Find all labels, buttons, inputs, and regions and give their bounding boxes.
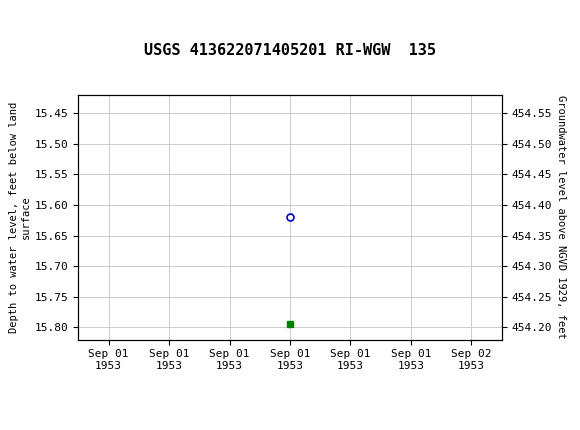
Y-axis label: Depth to water level, feet below land
surface: Depth to water level, feet below land su… <box>9 101 31 333</box>
Text: USGS 413622071405201 RI-WGW  135: USGS 413622071405201 RI-WGW 135 <box>144 43 436 58</box>
Y-axis label: Groundwater level above NGVD 1929, feet: Groundwater level above NGVD 1929, feet <box>556 95 566 339</box>
Text: ≡USGS: ≡USGS <box>9 12 63 29</box>
Legend: Period of approved data: Period of approved data <box>187 429 393 430</box>
